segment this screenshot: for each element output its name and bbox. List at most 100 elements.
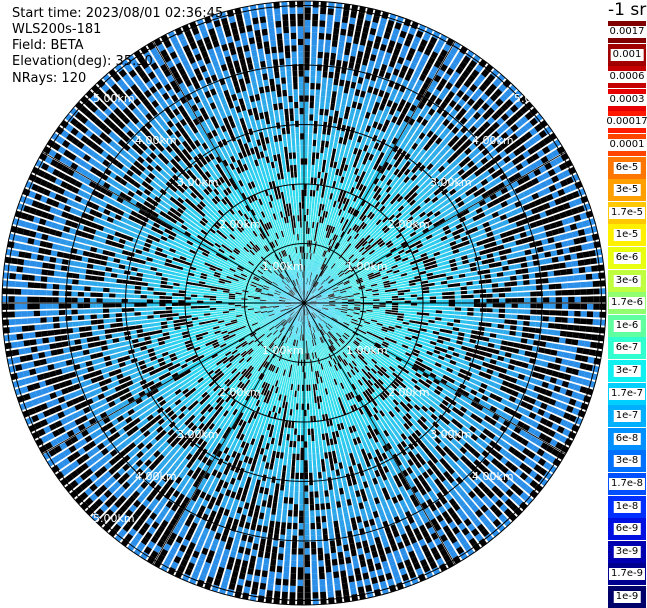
range-gate-cell [294, 498, 298, 504]
range-gate-cell [281, 522, 286, 529]
range-gate-cell [331, 553, 337, 560]
range-gate-cell [272, 546, 278, 553]
range-gate-cell [330, 540, 336, 547]
range-gate-cell [304, 441, 307, 447]
range-gate-cell [480, 313, 487, 317]
range-gate-cell [304, 391, 306, 397]
range-gate-cell [530, 310, 537, 315]
range-gate-cell [549, 317, 556, 322]
range-gate-cell [269, 521, 274, 528]
range-gate-cell [298, 580, 304, 586]
range-gate-cell [549, 304, 555, 309]
range-gate-cell [449, 304, 455, 307]
range-gate-cell [467, 312, 474, 316]
range-gate-cell [302, 397, 304, 403]
range-gate-cell [308, 429, 311, 435]
range-gate-cell [314, 485, 318, 492]
range-gate-cell [291, 567, 297, 574]
range-gate-cell [565, 338, 572, 344]
range-gate-cell [562, 304, 568, 309]
range-gate-cell [294, 492, 298, 499]
range-gate-cell [300, 485, 304, 491]
range-gate-cell [312, 573, 318, 580]
range-gate-cell [269, 571, 275, 578]
range-gate-cell [253, 575, 259, 582]
range-gate-cell [570, 346, 577, 352]
range-gate-cell [575, 304, 581, 310]
range-gate-cell [277, 509, 282, 516]
range-gate-cell [305, 592, 311, 598]
range-gate-cell [309, 485, 313, 492]
range-gate-cell [493, 309, 500, 313]
range-gate-cell [314, 479, 318, 486]
range-gate-cell [305, 542, 310, 548]
range-gate-cell [299, 511, 303, 517]
range-gate-cell [330, 546, 336, 553]
range-gate-cell [593, 304, 599, 310]
range-gate-cell [289, 598, 295, 605]
range-gate-cell [291, 466, 295, 473]
range-gate-cell [282, 516, 287, 523]
range-gate-cell [271, 553, 277, 560]
range-gate-cell [574, 318, 581, 324]
range-gate-cell [309, 473, 313, 479]
range-gate-cell [264, 552, 270, 559]
range-gate-cell [293, 517, 298, 523]
range-gate-cell [267, 584, 273, 591]
range-gate-cell [300, 378, 302, 384]
range-gate-cell [299, 529, 304, 535]
range-gate-cell [379, 305, 385, 307]
range-gate-cell [265, 546, 271, 553]
range-gate-cell [298, 574, 304, 580]
range-gate-cell [284, 497, 289, 504]
range-gate-cell [317, 529, 322, 536]
range-gate-cell [455, 311, 461, 314]
range-gate-cell [326, 503, 331, 510]
range-gate-cell [297, 592, 303, 598]
range-gate-cell [312, 561, 317, 568]
range-gate-cell [561, 324, 568, 330]
range-gate-cell [591, 334, 598, 341]
range-gate-cell [275, 521, 280, 528]
range-gate-cell [328, 597, 335, 604]
range-gate-cell [305, 599, 311, 605]
range-gate-cell [292, 548, 297, 555]
range-gate-cell [530, 304, 536, 309]
range-gate-cell [467, 316, 474, 320]
range-gate-cell [436, 307, 442, 310]
range-gate-cell [576, 347, 583, 354]
range-gate-cell [305, 473, 309, 479]
range-gate-cell [305, 548, 310, 554]
range-gate-cell [423, 307, 429, 310]
range-gate-cell [290, 592, 296, 599]
range-gate-cell [547, 329, 554, 335]
range-gate-cell [326, 572, 332, 579]
range-gate-cell [583, 348, 590, 355]
range-gate-cell [295, 422, 298, 428]
range-gate-cell [282, 585, 288, 592]
range-gate-cell [266, 539, 272, 546]
range-gate-cell [310, 504, 314, 510]
range-gate-cell [339, 558, 345, 565]
range-gate-cell [305, 454, 308, 460]
range-gate-cell [302, 391, 304, 397]
range-gate-cell [282, 510, 287, 517]
range-gate-cell [311, 422, 314, 428]
range-gate-cell [310, 410, 313, 416]
range-gate-cell [411, 306, 417, 309]
range-gate-cell [316, 510, 321, 517]
range-gate-cell [474, 308, 480, 312]
range-gate-cell [324, 547, 330, 554]
range-gate-cell [341, 577, 347, 584]
range-gate-cell [278, 503, 283, 510]
range-gate-cell [313, 592, 319, 599]
range-gate-cell [299, 517, 303, 523]
range-gate-cell [305, 492, 309, 498]
range-gate-cell [505, 309, 511, 313]
range-gate-cell [579, 326, 586, 332]
range-gate-cell [305, 555, 310, 561]
range-gate-cell [298, 555, 303, 561]
range-gate-cell [270, 565, 276, 572]
range-gate-cell [411, 303, 417, 305]
range-gate-cell [448, 315, 455, 319]
